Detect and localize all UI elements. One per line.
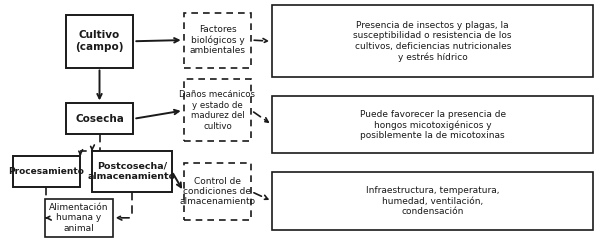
FancyBboxPatch shape [13,156,80,187]
Text: Alimentación
humana y
animal: Alimentación humana y animal [49,203,109,233]
Text: Daños mecánicos
y estado de
madurez del
cultivo: Daños mecánicos y estado de madurez del … [179,90,256,131]
FancyBboxPatch shape [45,199,113,237]
FancyBboxPatch shape [184,13,251,67]
Text: Factores
biológicos y
ambientales: Factores biológicos y ambientales [190,25,245,55]
FancyBboxPatch shape [65,103,133,134]
FancyBboxPatch shape [184,163,251,220]
Text: Infraestructura, temperatura,
humedad, ventilación,
condensación: Infraestructura, temperatura, humedad, v… [366,186,499,216]
Text: Presencia de insectos y plagas, la
susceptibilidad o resistencia de los
cultivos: Presencia de insectos y plagas, la susce… [353,21,512,62]
FancyBboxPatch shape [92,151,172,192]
Text: Puede favorecer la presencia de
hongos micotoxigénicos y
posiblemente la de mico: Puede favorecer la presencia de hongos m… [359,110,506,140]
FancyBboxPatch shape [272,96,593,153]
FancyBboxPatch shape [65,15,133,67]
Text: Postcosecha/
almacenamiento: Postcosecha/ almacenamiento [88,162,176,181]
Text: Control de
condiciones de
almacenamiento: Control de condiciones de almacenamiento [179,177,256,206]
FancyBboxPatch shape [272,173,593,230]
FancyBboxPatch shape [184,79,251,141]
FancyBboxPatch shape [272,6,593,77]
Text: Cosecha: Cosecha [75,114,124,124]
Text: Procesamiento: Procesamiento [8,167,85,176]
Text: Cultivo
(campo): Cultivo (campo) [75,30,124,52]
